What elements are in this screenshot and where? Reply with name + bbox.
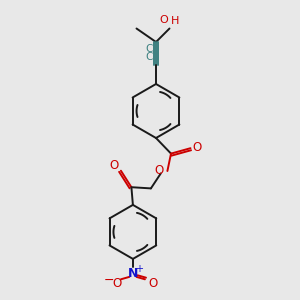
Text: O: O [154,164,164,177]
Text: +: + [136,264,143,274]
Text: O: O [192,141,201,154]
Text: O: O [113,277,122,290]
Text: C: C [146,44,153,54]
Text: O: O [148,277,158,290]
Text: N: N [128,266,138,280]
Text: C: C [146,52,153,62]
Text: O: O [159,15,168,26]
Text: −: − [104,274,114,287]
Text: H: H [170,16,179,26]
Text: O: O [110,159,119,172]
